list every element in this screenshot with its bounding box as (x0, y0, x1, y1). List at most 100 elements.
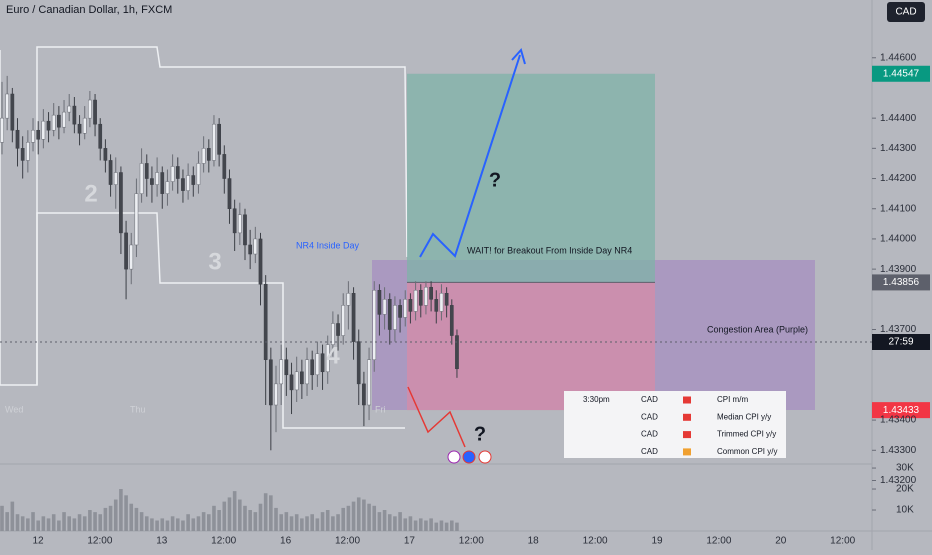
volume-bar (36, 520, 40, 531)
candle-body (424, 286, 428, 306)
volume-bar (93, 512, 97, 531)
volume-bar (284, 512, 289, 531)
x-tick-label: 12:00 (583, 536, 608, 547)
volume-bar (274, 507, 278, 531)
volume-bar (129, 503, 134, 531)
candle-body (119, 172, 123, 234)
candle-body (351, 293, 356, 342)
volume-bar (398, 512, 402, 531)
candle-body (62, 111, 66, 128)
candle-body (367, 359, 371, 406)
chart-title: Euro / Canadian Dollar, 1h, FXCM (6, 4, 172, 16)
event-icon[interactable] (462, 450, 476, 464)
volume-bar (232, 491, 237, 531)
x-tick-label: 12 (32, 536, 44, 547)
event-icon[interactable] (478, 450, 492, 464)
candle-body (217, 123, 221, 155)
day-label: Wed (5, 404, 23, 414)
candle-body (387, 299, 392, 330)
candle-body (67, 105, 72, 113)
candle-body (274, 383, 278, 406)
candle-body (289, 374, 294, 391)
candle-body (263, 283, 268, 360)
candle-body (15, 129, 20, 149)
volume-bar (175, 518, 180, 531)
candle-body (341, 305, 346, 336)
candle-body (82, 117, 87, 134)
y-tick-label: 1.44600 (880, 52, 917, 63)
candle-body (258, 238, 263, 285)
candle-body (196, 163, 201, 185)
volume-bar (181, 520, 185, 531)
currency-button-label[interactable]: CAD (895, 7, 916, 18)
candle-body (222, 154, 227, 179)
volume-bar (108, 505, 113, 531)
candle-body (77, 123, 82, 134)
candle-body (181, 178, 185, 191)
candle-body (129, 244, 134, 270)
event-name: CPI m/m (717, 395, 748, 404)
candle-body (268, 359, 273, 406)
y-tick-label: 1.43700 (880, 324, 917, 335)
volume-bar (449, 520, 454, 531)
candle-body (294, 371, 299, 391)
volume-bar (165, 520, 170, 531)
volume-bar (57, 520, 61, 531)
x-tick-label: 16 (280, 536, 292, 547)
event-icon[interactable] (447, 450, 461, 464)
event-impact (683, 413, 691, 421)
range-high-line (36, 46, 408, 385)
volume-bar (41, 516, 46, 531)
volume-bar (31, 512, 35, 531)
candle-body (150, 178, 154, 185)
volume-bar (439, 520, 444, 531)
candle-body (20, 148, 25, 161)
candle-body (155, 172, 159, 185)
volume-bar (170, 516, 175, 531)
candle-body (449, 305, 454, 336)
candle-body (408, 299, 413, 312)
x-tick-label: 12:00 (459, 536, 484, 547)
candle-body (227, 178, 232, 209)
up-path-arrow (419, 54, 521, 258)
volume-bar (124, 495, 128, 531)
volume-bar (429, 518, 433, 531)
volume-bar (67, 516, 72, 531)
target-zone (407, 73, 655, 283)
volume-bar (289, 516, 294, 531)
candle-body (0, 117, 4, 143)
volume-bar (196, 516, 201, 531)
volume-bar (139, 512, 144, 531)
candle-body (186, 175, 190, 191)
candle-body (305, 359, 309, 385)
candle-body (382, 299, 387, 315)
question-mark: ? (489, 169, 501, 191)
volume-bar (46, 518, 51, 531)
vol-tick-label: 30K (896, 463, 914, 474)
event-currency: CAD (641, 447, 658, 456)
candle-body (331, 323, 335, 345)
x-tick-label: 12:00 (335, 536, 360, 547)
volume-bar (103, 507, 108, 531)
vol-tick-label: 10K (896, 505, 914, 516)
volume-bar (113, 499, 118, 531)
volume-bar (217, 510, 221, 531)
event-impact (683, 431, 691, 439)
volume-bar (300, 518, 304, 531)
candle-body (103, 148, 108, 161)
currency-button[interactable] (887, 2, 925, 22)
volume-bar (15, 514, 20, 531)
volume-bar (222, 501, 227, 531)
congestion-label: Congestion Area (Purple) (707, 324, 808, 334)
x-tick-label: 12:00 (830, 536, 855, 547)
volume-bar (134, 507, 139, 531)
volume-bar (243, 505, 247, 531)
volume-bar (413, 520, 418, 531)
volume-bar (382, 510, 387, 531)
volume-bar (258, 503, 263, 531)
candle-body (10, 93, 15, 131)
volume-bar (263, 493, 268, 531)
x-tick-label: 20 (775, 536, 787, 547)
volume-bar (315, 518, 320, 531)
candle-body (175, 166, 180, 179)
